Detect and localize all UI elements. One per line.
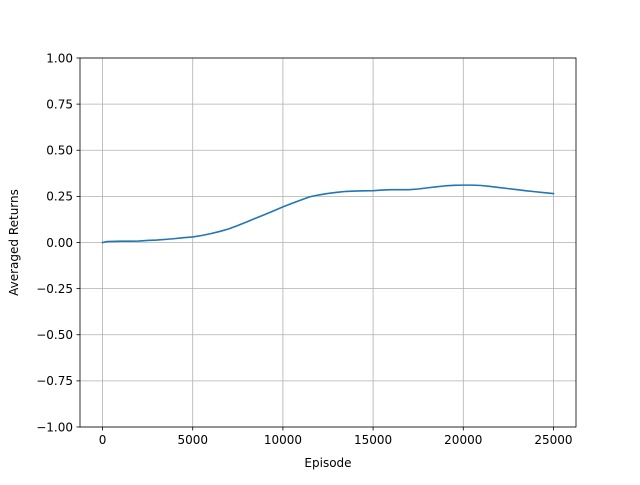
- y-tick-label: −1.00: [36, 420, 73, 434]
- x-axis-label: Episode: [304, 456, 351, 470]
- tick-layer: 0 5000 10000 15000 20000 25000 −1.00 −0.75 −0.50…: [36, 51, 572, 447]
- y-tick-label: 0.75: [46, 97, 73, 111]
- grid-lines: [80, 57, 576, 428]
- x-tick-label: 0: [99, 433, 107, 447]
- y-tick-label: 0.25: [46, 190, 73, 204]
- y-tick-label: 1.00: [46, 51, 73, 65]
- x-tick-label: 10000: [264, 433, 302, 447]
- y-tick-label: 0.50: [46, 144, 73, 158]
- y-tick-label: 0.00: [46, 236, 73, 250]
- x-tick-label: 20000: [444, 433, 482, 447]
- y-tick-label: −0.75: [36, 374, 73, 388]
- x-tick-label: 5000: [177, 433, 208, 447]
- y-axis-label: Averaged Returns: [7, 189, 21, 296]
- x-tick-label: 25000: [534, 433, 572, 447]
- x-tick-label: 15000: [354, 433, 392, 447]
- y-tick-label: −0.25: [36, 282, 73, 296]
- series-layer: [101, 184, 555, 244]
- series-line: [101, 184, 555, 244]
- y-tick-label: −0.50: [36, 328, 73, 342]
